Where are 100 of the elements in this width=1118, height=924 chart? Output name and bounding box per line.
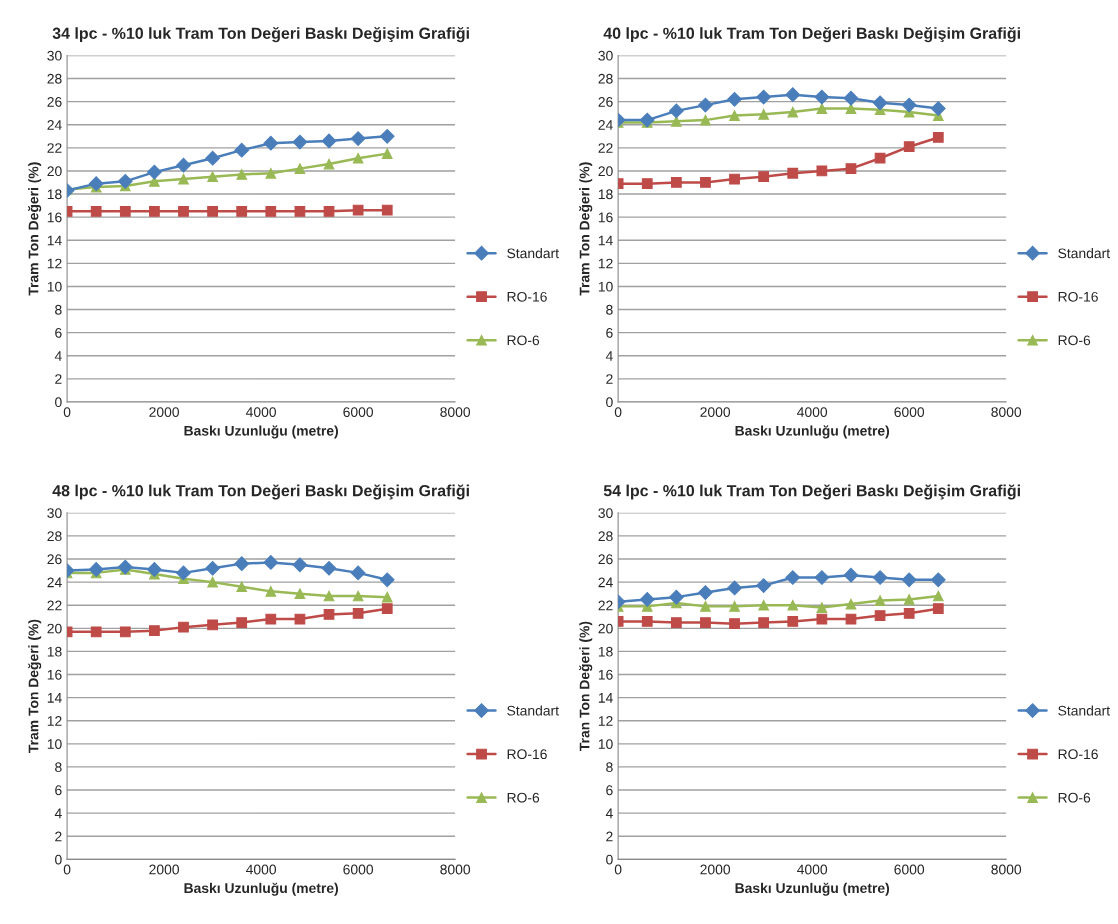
y-tick-label: 30: [598, 508, 613, 518]
legend-label: RO-16: [1058, 749, 1098, 760]
x-tick-label: 2000: [700, 864, 731, 875]
x-tick-label: 6000: [894, 407, 925, 417]
y-tick-label: 0: [55, 397, 62, 408]
y-tick-label: 14: [598, 693, 613, 703]
y-tick-label: 16: [598, 669, 613, 680]
y-tick-label: 8: [606, 304, 613, 315]
y-tick-label: 30: [47, 50, 62, 61]
x-tick-label: 0: [63, 407, 71, 417]
x-tick-label: 8000: [991, 864, 1022, 875]
y-tick-label: 6: [606, 327, 613, 338]
legend-label: RO-6: [507, 335, 540, 346]
y-tick-label: 6: [55, 785, 62, 796]
x-axis-title: Baskı Uzunluğu (metre): [735, 425, 890, 439]
x-tick-label: 0: [614, 864, 622, 875]
x-tick-label: 8000: [440, 407, 471, 417]
y-tick-label: 28: [598, 73, 613, 84]
y-tick-label: 16: [47, 669, 62, 680]
y-tick-label: 0: [55, 854, 62, 865]
y-tick-label: 22: [598, 143, 613, 153]
x-tick-label: 0: [614, 407, 622, 417]
y-tick-label: 4: [605, 351, 613, 361]
y-tick-label: 22: [598, 600, 613, 611]
y-tick-label: 24: [47, 120, 62, 130]
legend-label: RO-6: [1058, 335, 1091, 346]
y-tick-label: 14: [47, 235, 62, 246]
x-tick-label: 8000: [991, 407, 1022, 417]
y-tick-label: 12: [598, 258, 613, 269]
y-tick-label: 18: [47, 646, 62, 657]
y-tick-label: 24: [47, 577, 62, 588]
y-tick-label: 12: [47, 258, 62, 269]
legend-label: Standart: [507, 248, 559, 259]
y-tick-label: 4: [54, 808, 62, 819]
x-tick-label: 6000: [343, 407, 374, 417]
y-tick-label: 20: [47, 166, 62, 177]
y-tick-label: 26: [47, 96, 62, 107]
x-tick-label: 2000: [700, 407, 731, 417]
y-tick-label: 22: [47, 143, 62, 153]
y-tick-label: 12: [47, 716, 62, 726]
y-axis-title: Tram Ton Değeri (%): [28, 162, 42, 296]
y-tick-label: 4: [54, 351, 62, 361]
x-tick-label: 2000: [149, 864, 179, 875]
y-tick-label: 10: [598, 281, 613, 292]
y-tick-label: 20: [598, 166, 613, 177]
y-tick-label: 26: [47, 554, 62, 565]
y-tick-label: 2: [55, 374, 62, 384]
y-tick-label: 14: [598, 235, 613, 246]
x-tick-label: 6000: [894, 864, 925, 875]
legend-label: RO-6: [1058, 792, 1091, 803]
y-tick-label: 16: [598, 212, 613, 223]
chart-title: 54 lpc - %10 luk Tram Ton Değeri Baskı Değişim Grafiği: [603, 484, 1020, 500]
y-tick-label: 28: [47, 531, 62, 542]
y-tick-label: 12: [598, 716, 613, 726]
y-axis-title: Tran Ton Değeri (%): [579, 621, 593, 751]
x-tick-label: 4000: [797, 864, 828, 875]
chart-title: 34 lpc - %10 luk Tram Ton Değeri Baskı Değişim Grafiği: [52, 27, 469, 43]
chart-title: 48 lpc - %10 luk Tram Ton Değeri Baskı Değişim Grafiği: [52, 484, 469, 500]
y-tick-label: 8: [55, 762, 62, 773]
y-tick-label: 0: [606, 854, 613, 865]
x-tick-label: 0: [63, 864, 71, 875]
legend-label: RO-6: [507, 792, 540, 803]
y-tick-label: 28: [47, 73, 62, 84]
chart-title: 40 lpc - %10 luk Tram Ton Değeri Baskı Değişim Grafiği: [603, 27, 1020, 43]
y-tick-label: 30: [47, 508, 62, 518]
legend-label: Standart: [1058, 248, 1110, 259]
y-tick-label: 26: [598, 554, 613, 565]
legend-label: Standart: [1058, 705, 1110, 716]
legend-label: RO-16: [507, 749, 547, 760]
x-tick-label: 2000: [149, 407, 179, 417]
y-tick-label: 0: [606, 397, 613, 408]
legend-label: RO-16: [507, 291, 547, 302]
x-axis-title: Baskı Uzunluğu (metre): [735, 882, 890, 896]
x-tick-label: 6000: [343, 864, 374, 875]
x-tick-label: 4000: [245, 407, 277, 417]
y-tick-label: 26: [598, 96, 613, 107]
y-tick-label: 16: [47, 212, 62, 223]
y-tick-label: 24: [598, 120, 613, 130]
y-tick-label: 2: [606, 374, 613, 384]
y-tick-label: 22: [47, 600, 62, 611]
y-tick-label: 6: [55, 327, 62, 338]
y-tick-label: 10: [47, 739, 62, 749]
y-tick-label: 18: [47, 189, 62, 200]
legend-label: Standart: [507, 705, 559, 716]
y-tick-label: 8: [55, 304, 62, 315]
y-tick-label: 28: [598, 531, 613, 542]
x-tick-label: 4000: [245, 864, 277, 875]
y-tick-label: 20: [47, 623, 62, 634]
y-tick-label: 8: [606, 762, 613, 773]
y-tick-label: 4: [605, 808, 613, 819]
y-tick-label: 24: [598, 577, 613, 588]
y-tick-label: 2: [55, 831, 62, 842]
y-tick-label: 6: [606, 785, 613, 796]
y-tick-label: 18: [598, 646, 613, 657]
legend-label: RO-16: [1058, 291, 1098, 302]
y-tick-label: 2: [606, 831, 613, 842]
x-tick-label: 8000: [440, 864, 471, 875]
y-tick-label: 10: [47, 281, 62, 292]
y-tick-label: 14: [47, 693, 62, 703]
y-tick-label: 30: [598, 50, 613, 61]
